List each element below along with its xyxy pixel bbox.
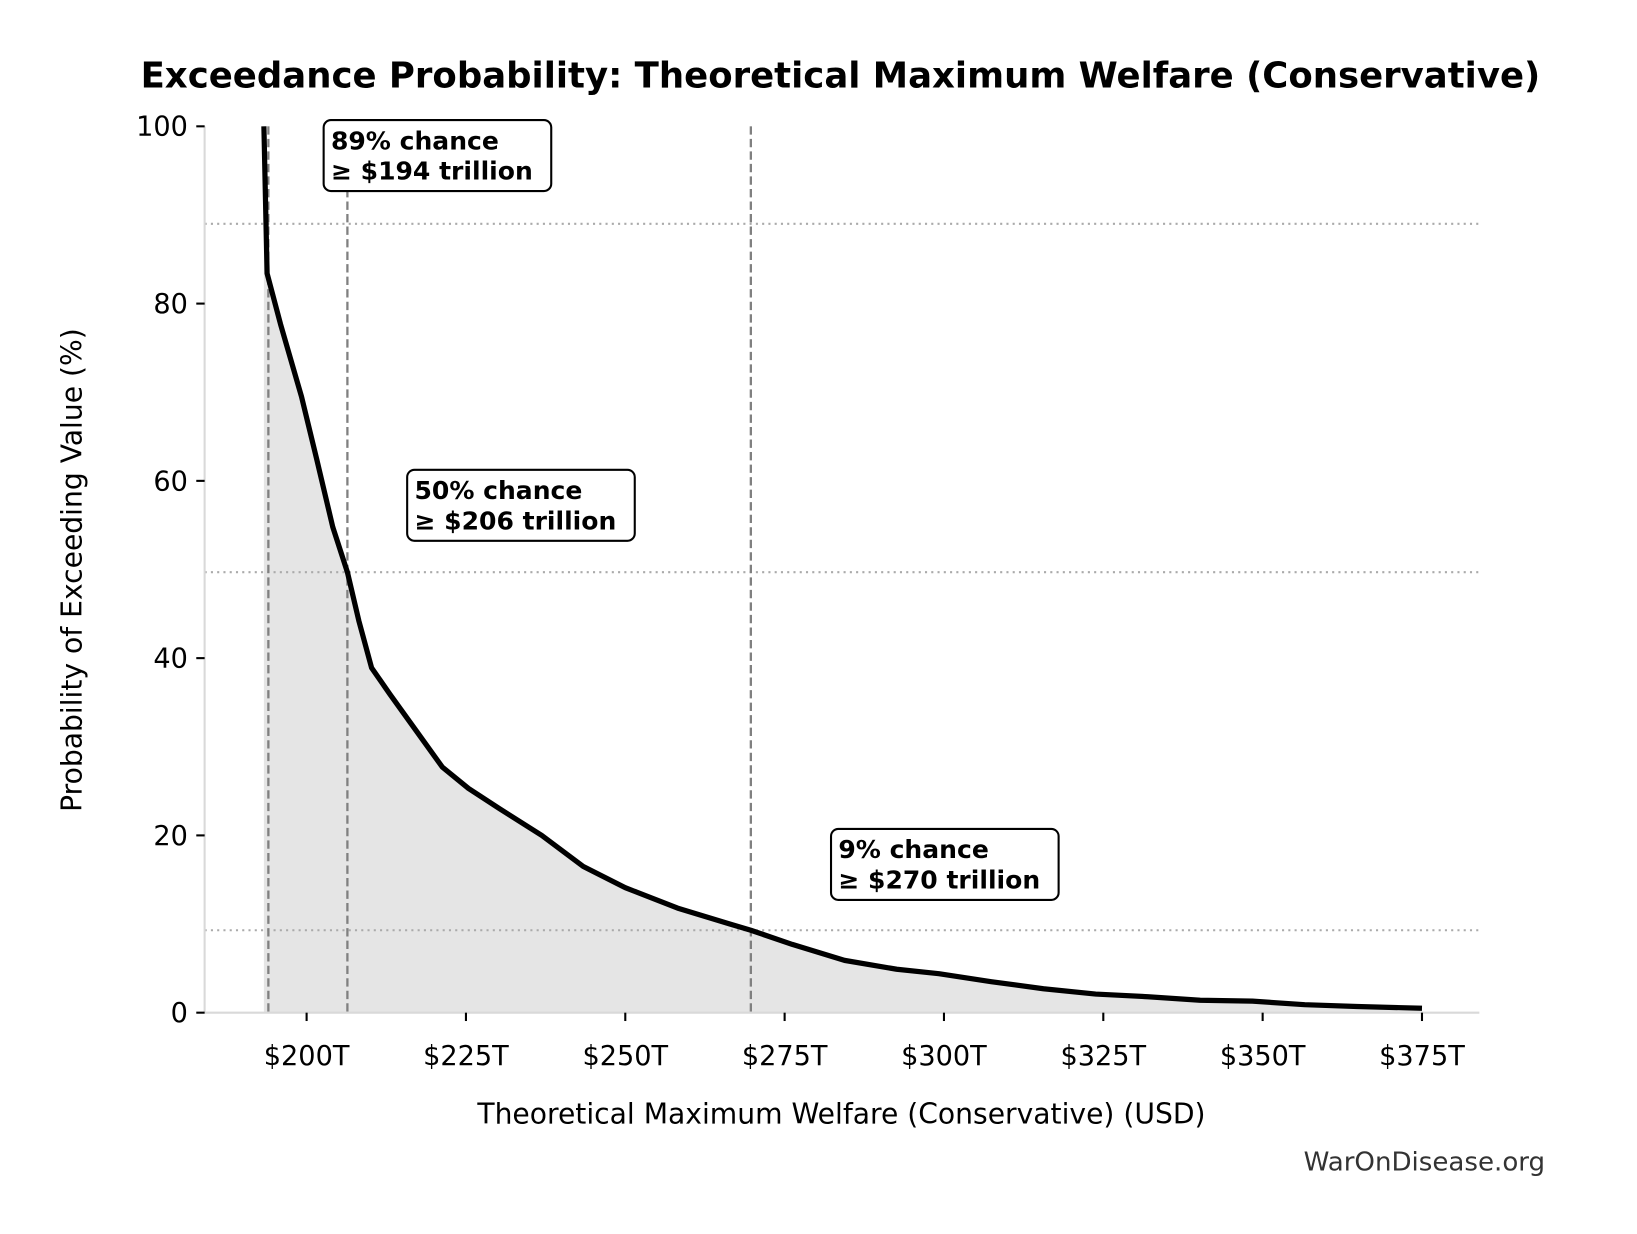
y-axis-label: Probability of Exceeding Value (%) [55,328,88,812]
x-tick-label: $300T [901,1041,987,1072]
x-tick-label: $200T [264,1041,350,1072]
exceedance-curve [261,126,1423,1011]
annotation-line-2: ≥ $194 trillion [331,157,533,186]
annotation-line-1: 50% chance [414,476,582,505]
x-tick-label: $275T [742,1041,828,1072]
annotation-line-2: ≥ $270 trillion [838,865,1040,894]
x-tick-label: $225T [423,1041,509,1072]
y-tick-label: 100 [136,112,188,143]
y-tick-label: 60 [153,466,188,497]
x-tick-label: $325T [1061,1041,1147,1072]
annotation-box: 9% chance≥ $270 trillion [829,827,1060,901]
annotation-frame [406,468,636,542]
x-axis-label: Theoretical Maximum Welfare (Conservativ… [476,1097,1205,1130]
x-tick-label: $350T [1220,1041,1306,1072]
x-tick-label: $375T [1379,1041,1465,1072]
annotation-frame [322,119,553,193]
annotation-line-2: ≥ $206 trillion [414,506,616,535]
y-tick-label: 20 [153,821,188,852]
annotation-frame [829,827,1060,901]
y-tick-label: 80 [153,289,188,320]
annotation-line-1: 89% chance [331,126,499,155]
chart-title: Exceedance Probability: Theoretical Maxi… [141,56,1541,97]
y-tick-label: 40 [153,644,188,675]
annotation-box: 50% chance≥ $206 trillion [406,468,636,542]
area-fill [263,126,1422,1013]
annotation-line-1: 9% chance [838,835,989,864]
plot-area: $200T $225T $250T $275T $300T $325T $350T $375T… [136,112,1480,1072]
annotation-box: 89% chance≥ $194 trillion [322,119,553,193]
y-tick-label: 0 [171,998,188,1029]
watermark: WarOnDisease.org [1304,1147,1546,1177]
x-tick-label: $250T [582,1041,668,1072]
